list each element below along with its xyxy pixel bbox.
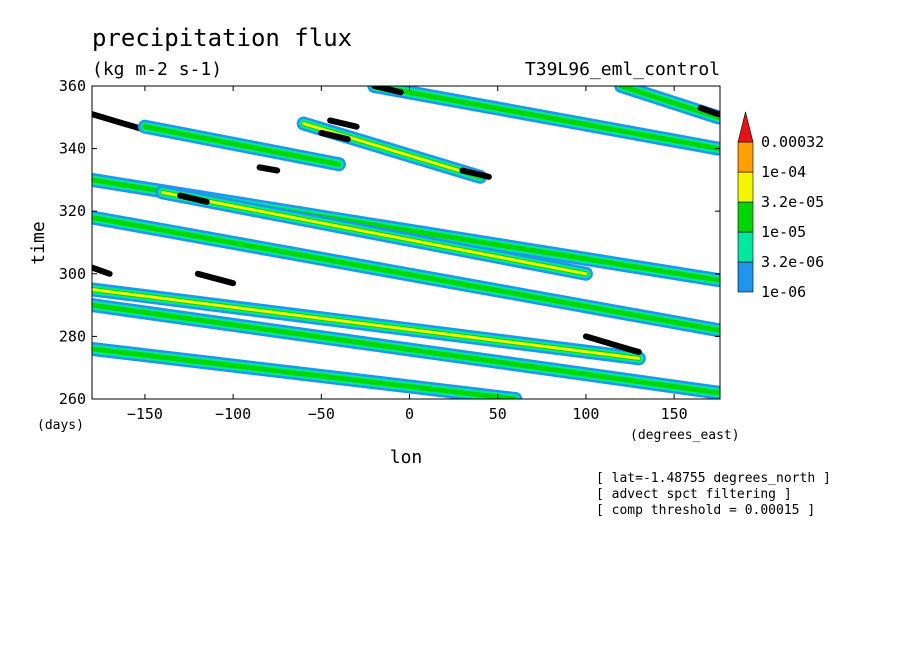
precip-band-5-layer-2 [371, 86, 720, 152]
x-tick-label: −100 [215, 405, 251, 423]
precip-band-14-layer-0 [194, 270, 237, 287]
x-tick-label: 100 [572, 405, 599, 423]
colorbar-level-label: 1e-06 [761, 283, 806, 301]
colorbar-swatch [737, 141, 754, 173]
precip-band-20-layer-0 [697, 104, 720, 118]
y-tick-label: 340 [59, 140, 86, 158]
colorbar-level-label: 1e-05 [761, 223, 806, 241]
precip-band-15-layer-3 [92, 287, 641, 360]
precip-band-7-layer-0 [459, 167, 492, 180]
precip-band-2-layer-3 [302, 122, 482, 179]
chart-title: precipitation flux [92, 24, 352, 52]
colorbar-extend-arrow [737, 111, 754, 143]
x-tick-label: 50 [489, 405, 507, 423]
note-threshold: [ comp threshold = 0.00015 ] [596, 503, 815, 518]
plot-frame [91, 85, 721, 400]
precip-band-16-layer-2 [92, 302, 720, 396]
colorbar-swatch [737, 231, 754, 263]
x-tick-label: 150 [661, 405, 688, 423]
y-units-label: (days) [37, 418, 84, 433]
precip-band-10-layer-0 [177, 192, 210, 205]
y-axis: 260 280 300 320 340 360 [59, 77, 720, 408]
precip-band-6-layer-0 [371, 86, 404, 96]
y-tick-label: 320 [59, 202, 86, 220]
precip-band-0-layer-0 [92, 111, 148, 133]
y-tick-label: 300 [59, 265, 86, 283]
colorbar-level-label: 0.00032 [761, 133, 824, 151]
y-tick-label: 280 [59, 327, 86, 345]
chart-subtitle: (kg m-2 s-1) [92, 59, 222, 80]
precip-band-1-layer-2 [142, 124, 342, 167]
precip-band-18-layer-2 [92, 346, 518, 399]
colorbar-swatch [737, 201, 754, 233]
colorbar-level-label: 3.2e-06 [761, 253, 824, 271]
note-lat: [ lat=-1.48755 degrees_north ] [596, 471, 831, 486]
y-tick-label: 260 [59, 390, 86, 408]
x-axis-title: lon [390, 447, 423, 468]
x-units-label: (degrees_east) [630, 428, 740, 443]
note-filtering: [ advect spct filtering ] [596, 487, 792, 502]
precip-band-12-layer-0 [92, 264, 113, 277]
precip-band-3-layer-0 [318, 129, 351, 143]
precip-band-9-layer-3 [161, 190, 588, 276]
precip-band-17-layer-0 [582, 333, 642, 356]
x-tick-label: 0 [405, 405, 414, 423]
precip-band-19-layer-2 [618, 86, 720, 120]
colorbar-swatch [737, 171, 754, 203]
colorbar-level-label: 1e-04 [761, 163, 806, 181]
x-axis: −150 −100 −50 0 50 100 150 [127, 86, 688, 423]
experiment-label: T39L96_eml_control [525, 59, 720, 80]
x-tick-label: −150 [127, 405, 163, 423]
y-tick-label: 360 [59, 77, 86, 95]
precip-band-11-layer-0 [256, 164, 281, 174]
colorbar-level-label: 3.2e-05 [761, 193, 824, 211]
precip-band-4-layer-0 [327, 117, 360, 130]
colorbar-swatch [737, 261, 754, 293]
colorbar-legend: 1e-06 3.2e-06 1e-05 3.2e-05 1e-04 0.00032 [737, 111, 824, 301]
plot-area [92, 86, 720, 399]
y-axis-title: time [28, 221, 49, 264]
x-tick-label: −50 [308, 405, 335, 423]
precip-band-13-layer-2 [92, 214, 720, 333]
